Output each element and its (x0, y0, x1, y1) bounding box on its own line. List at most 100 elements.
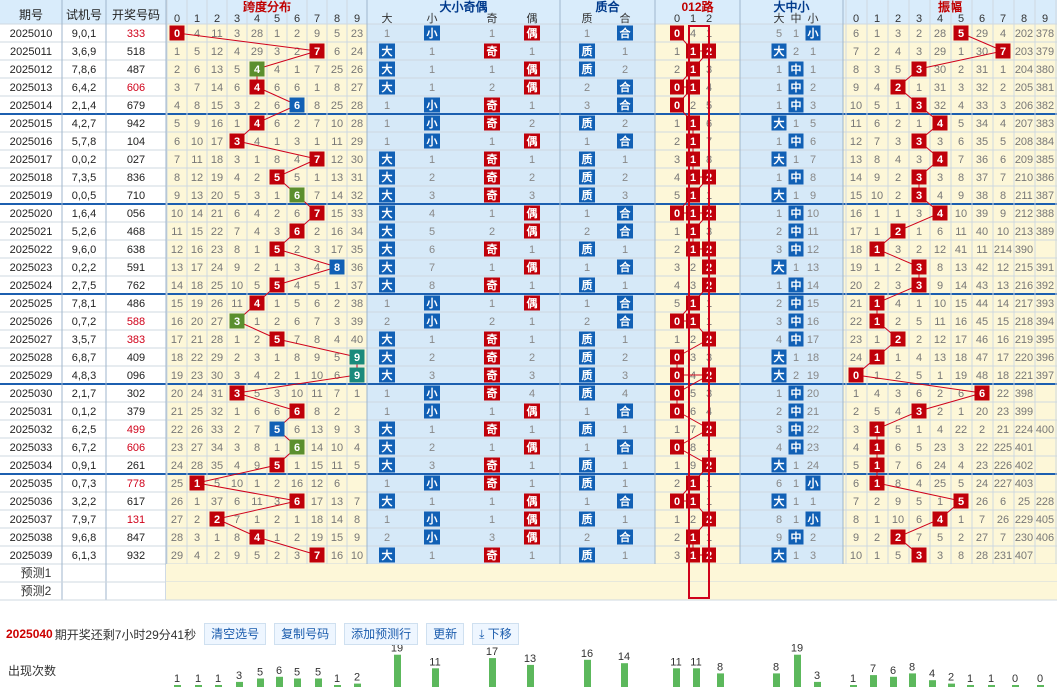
amp-col-7: 7 (1000, 13, 1006, 25)
span-cell: 12 (311, 478, 323, 490)
span-cell: 11 (191, 154, 202, 166)
bml-cell: 1 (776, 136, 782, 148)
amp-cell: 34 (976, 118, 988, 130)
amp-cell: 6 (958, 388, 964, 400)
amp-cell: 2 (979, 424, 985, 436)
span-cell: 2 (234, 352, 240, 364)
pc-mark-label: 质 (582, 188, 593, 202)
bsoe-mark (379, 457, 395, 473)
pc-cell: 2 (584, 226, 590, 238)
amp-mark (911, 169, 927, 185)
copy-numbers-button[interactable]: 复制号码 (274, 623, 337, 645)
span-mark-label: 4 (254, 532, 261, 544)
bml-mark-label: 中 (791, 314, 802, 328)
bsoe-mark (424, 511, 440, 527)
bsoe-cell: 1 (529, 100, 535, 112)
amp-cell: 9 (937, 280, 943, 292)
span-cell: 4 (254, 370, 260, 382)
pc-mark-label: 质 (582, 170, 593, 184)
bsoe-mark (424, 475, 440, 491)
amp-stat-bar (1012, 685, 1019, 687)
span-cell: 5 (254, 388, 260, 400)
pc-mark-label: 质 (582, 62, 593, 76)
pc-mark (579, 385, 595, 401)
bsoe-mark (484, 241, 500, 257)
period-cell: 2025038 (10, 532, 53, 544)
bml-cell: 18 (807, 352, 819, 364)
r012-mark-label: 1 (690, 82, 696, 94)
predict-row-bg[interactable] (166, 582, 1057, 600)
amp-col-9: 9 (1042, 13, 1048, 25)
span-cell: 6 (314, 298, 320, 310)
amp-cell: 31 (976, 64, 988, 76)
pc-cell: 1 (584, 136, 590, 148)
amp-cell: 9 (853, 82, 859, 94)
amp-mark (911, 61, 927, 77)
bsoe-mark-label: 偶 (527, 260, 538, 274)
bml-mark (788, 223, 804, 239)
span-cell: 17 (191, 262, 203, 274)
add-prediction-row-button[interactable]: 添加预测行 (344, 623, 419, 645)
amp-stat-count: 1 (850, 673, 856, 685)
amp-cell: 2 (916, 334, 922, 346)
amp-cell: 5 (958, 118, 964, 130)
bsoe-cell: 3 (429, 370, 435, 382)
bsoe-cell: 1 (384, 136, 390, 148)
bsoe-mark-label: 奇 (487, 548, 498, 562)
span-cell: 2 (254, 100, 260, 112)
bml-cell: 10 (807, 208, 819, 220)
trial-cell: 0,9,1 (72, 460, 96, 472)
span-cell: 26 (171, 496, 183, 508)
span-mark-label: 4 (254, 82, 261, 94)
bml-cell: 2 (776, 406, 782, 418)
span-col-8: 8 (334, 13, 340, 25)
amp-cell: 216 (1015, 280, 1033, 292)
bsoe-cell: 1 (529, 154, 535, 166)
amp-cell: 385 (1036, 154, 1054, 166)
span-cell: 2 (314, 226, 320, 238)
bsoe-cell: 1 (529, 478, 535, 490)
pc-cell: 2 (622, 352, 628, 364)
clear-selection-button[interactable]: 清空选号 (204, 623, 267, 645)
amp-col-0: 0 (853, 13, 859, 25)
span-cell: 14 (311, 442, 323, 454)
bml-cell: 1 (776, 208, 782, 220)
amp-cell: 219 (1015, 334, 1033, 346)
r012-cell: 5 (674, 298, 680, 310)
amp-cell: 5 (874, 100, 880, 112)
amp-cell: 3 (895, 388, 901, 400)
amp-cell: 10 (892, 514, 904, 526)
bml-cell: 1 (793, 550, 799, 562)
bsoe-cell: 1 (384, 100, 390, 112)
amp-cell: 37 (976, 172, 988, 184)
r012-mark (670, 79, 684, 95)
span-mark-label: 4 (254, 118, 261, 130)
refresh-button[interactable]: 更新 (426, 623, 465, 645)
span-mark (269, 421, 285, 437)
move-down-button[interactable]: ⤓ 下移 (472, 623, 519, 645)
amp-cell: 3 (916, 154, 922, 166)
amp-cell: 3 (895, 136, 901, 148)
bsoe-mark (424, 115, 440, 131)
bsoe-mark (484, 169, 500, 185)
bsoe-cell: 6 (429, 244, 435, 256)
bml-mark-label: 中 (791, 62, 802, 76)
predict-row-bg[interactable] (166, 564, 1057, 582)
span-cell: 1 (274, 262, 280, 274)
bml-cell: 22 (807, 424, 819, 436)
amp-mark (890, 331, 906, 347)
bml-mark-label: 中 (791, 296, 802, 310)
span-cell: 4 (294, 280, 300, 292)
span-cell: 6 (334, 478, 340, 490)
bsoe-mark-label: 奇 (487, 350, 498, 364)
draw-cell: 588 (127, 316, 145, 328)
span-stat-count: 1 (334, 673, 340, 685)
amp-cell: 9 (958, 190, 964, 202)
span-mark-label: 5 (274, 280, 280, 292)
bml-cell: 1 (793, 478, 799, 490)
amp-cell: 380 (1036, 64, 1054, 76)
span-cell: 14 (171, 280, 183, 292)
span-cell: 12 (331, 154, 343, 166)
span-cell: 37 (211, 496, 223, 508)
period-cell: 2025034 (10, 460, 53, 472)
